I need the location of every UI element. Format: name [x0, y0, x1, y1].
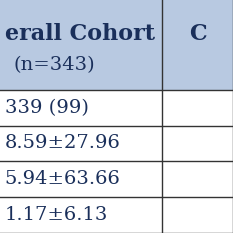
Text: (n=343): (n=343)	[14, 56, 96, 74]
Bar	[0, 126, 233, 161]
Text: erall Cohort: erall Cohort	[5, 23, 155, 45]
Bar	[0, 0, 233, 90]
Text: 8.59±27.96: 8.59±27.96	[5, 134, 120, 152]
Bar	[0, 197, 233, 233]
Text: 339 (99): 339 (99)	[5, 99, 89, 117]
Bar	[0, 161, 233, 197]
Bar	[0, 90, 233, 126]
Text: C: C	[189, 23, 206, 45]
Text: 5.94±63.66: 5.94±63.66	[5, 170, 120, 188]
Text: 1.17±6.13: 1.17±6.13	[5, 206, 108, 224]
